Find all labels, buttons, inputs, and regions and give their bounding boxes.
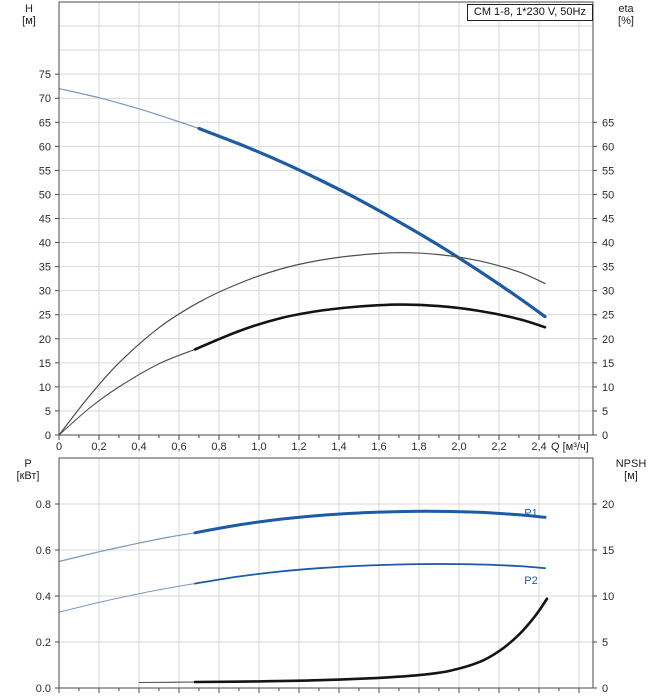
- h-curve-thin: [58, 88, 200, 130]
- head_efficiency-x-tick-label: 1,4: [331, 441, 346, 453]
- head_efficiency-curves: [58, 88, 547, 436]
- eta-total-curve-thin: [58, 348, 196, 436]
- power_npsh-yright-tick-label: 10: [602, 591, 614, 603]
- power_npsh-axes: 0.0 0.2 0.4 0.6 0.8 0 5 10 15 20: [36, 499, 615, 695]
- head_efficiency-x-tick-label: 2,2: [491, 441, 506, 453]
- head_efficiency-yleft-tick-label: 40: [39, 238, 51, 250]
- head_efficiency-yleft-tick-label: 45: [39, 214, 51, 226]
- eta-axis-label: eta [%]: [611, 3, 641, 27]
- head_efficiency-x-tick-label: 1,0: [251, 441, 266, 453]
- eta-axis-symbol: eta: [618, 3, 634, 15]
- power_npsh-chart: P1 P2 0.0 0.2 0.4 0.6 0.8 0 5 10 15 20: [36, 457, 615, 695]
- head_efficiency-yleft-tick-label: 5: [45, 406, 51, 418]
- head_efficiency-yright-tick-label: 0: [602, 430, 608, 442]
- head_efficiency-yright-tick-label: 65: [602, 117, 614, 129]
- head_efficiency-x-tick-label: 0,4: [131, 441, 146, 453]
- head_efficiency-x-tick-label: 0: [56, 441, 62, 453]
- power_npsh-yright-tick-label: 15: [602, 545, 614, 557]
- head_efficiency-yleft-tick-label: 70: [39, 93, 51, 105]
- p1-curve-thin: [58, 532, 196, 563]
- head_efficiency-yright-tick-label: 50: [602, 189, 614, 201]
- power_npsh-frame: [58, 457, 594, 689]
- head_efficiency-x-tick-label: 0,2: [91, 441, 106, 453]
- head_efficiency-yleft-tick-label: 0: [45, 430, 51, 442]
- head_efficiency-yleft-tick-label: 65: [39, 117, 51, 129]
- pump-model-title-box: CM 1-8, 1*230 V, 50Hz: [466, 4, 593, 21]
- npsh-curve-thin: [138, 681, 196, 684]
- head_efficiency-axes: 0 5 10 15 20 25 30 35 40 45 50 55 60 65 70 75 0 5 10 15 20 25…: [39, 69, 615, 453]
- power_npsh-yright-tick-label: 0: [602, 683, 608, 695]
- p1-curve: [193, 509, 547, 535]
- npsh-curve: [193, 597, 549, 684]
- head_efficiency-yleft-tick-label: 50: [39, 189, 51, 201]
- head_efficiency-yright-tick-label: 30: [602, 286, 614, 298]
- eta-total-curve: [193, 303, 547, 351]
- p1-curve-label: P1: [524, 508, 537, 520]
- head_efficiency-x-tick-label: 0,6: [171, 441, 186, 453]
- p-axis-symbol: P: [24, 458, 32, 470]
- head_efficiency-yleft-tick-label: 75: [39, 69, 51, 81]
- head_efficiency-yright-tick-label: 5: [602, 406, 608, 418]
- npsh-axis-unit: [м]: [624, 470, 638, 482]
- head_efficiency-chart: 0 5 10 15 20 25 30 35 40 45 50 55 60 65 70 75 0 5 10 15 20 25…: [39, 1, 615, 453]
- h-axis-label: H [м]: [16, 3, 42, 27]
- p2-curve-label: P2: [524, 575, 537, 587]
- head_efficiency-yleft-tick-label: 10: [39, 382, 51, 394]
- head_efficiency-x-tick-label: 1,2: [291, 441, 306, 453]
- head_efficiency-x-tick-label: 1,6: [371, 441, 386, 453]
- npsh-axis-symbol: NPSH: [615, 458, 647, 470]
- head_efficiency-grid: [59, 2, 593, 435]
- h-curve: [197, 126, 547, 319]
- head_efficiency-x-tick-label: 0,8: [211, 441, 226, 453]
- head_efficiency-yleft-tick-label: 60: [39, 141, 51, 153]
- head_efficiency-yright-tick-label: 25: [602, 310, 614, 322]
- head_efficiency-x-tick-label: 1,8: [411, 441, 426, 453]
- h-axis-symbol: H: [25, 3, 33, 15]
- head_efficiency-yleft-tick-label: 25: [39, 310, 51, 322]
- head_efficiency-yleft-tick-label: 15: [39, 358, 51, 370]
- head_efficiency-yright-tick-label: 55: [602, 165, 614, 177]
- p-axis-label: P [кВт]: [8, 458, 48, 482]
- head_efficiency-yleft-tick-label: 30: [39, 286, 51, 298]
- q-axis-label: Q [м³/ч]: [551, 441, 589, 453]
- eta-pump-curve: [58, 252, 546, 436]
- head_efficiency-yright-tick-label: 15: [602, 358, 614, 370]
- head_efficiency-yleft-tick-label: 20: [39, 334, 51, 346]
- p2-curve-thin: [58, 583, 196, 613]
- power_npsh-yright-tick-label: 20: [602, 499, 614, 511]
- power_npsh-yleft-tick-label: 0.6: [36, 545, 51, 557]
- head_efficiency-yright-tick-label: 60: [602, 141, 614, 153]
- head_efficiency-yright-tick-label: 40: [602, 238, 614, 250]
- p2-curve: [194, 563, 546, 585]
- power_npsh-grid: [59, 458, 593, 688]
- power_npsh-yleft-tick-label: 0.8: [36, 499, 51, 511]
- eta-axis-unit: [%]: [618, 15, 634, 27]
- head_efficiency-x-tick-label: 2,0: [451, 441, 466, 453]
- head_efficiency-yright-tick-label: 10: [602, 382, 614, 394]
- power_npsh-yleft-tick-label: 0.4: [36, 591, 51, 603]
- p-axis-unit: [кВт]: [16, 470, 40, 482]
- power_npsh-yright-tick-label: 5: [602, 637, 608, 649]
- head_efficiency-yleft-tick-label: 35: [39, 262, 51, 274]
- head_efficiency-yright-tick-label: 35: [602, 262, 614, 274]
- h-axis-unit: [м]: [22, 15, 36, 27]
- power_npsh-curves: [58, 509, 549, 684]
- head_efficiency-x-tick-label: 2,4: [531, 441, 546, 453]
- head_efficiency-yright-tick-label: 45: [602, 214, 614, 226]
- head_efficiency-yleft-tick-label: 55: [39, 165, 51, 177]
- power_npsh-yleft-tick-label: 0.2: [36, 637, 51, 649]
- head_efficiency-yright-tick-label: 20: [602, 334, 614, 346]
- power_npsh-yleft-tick-label: 0.0: [36, 683, 51, 695]
- npsh-axis-label: NPSH [м]: [604, 458, 658, 482]
